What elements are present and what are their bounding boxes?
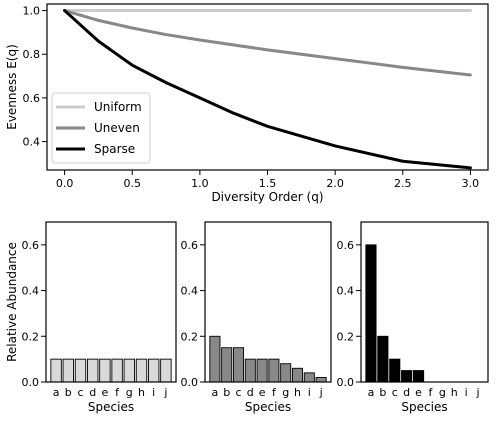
x-axis-label: Species: [245, 400, 291, 414]
bar-g: [123, 358, 135, 383]
category-label: i: [465, 386, 468, 399]
bar-b: [377, 335, 389, 383]
y-tick-label: 0.0: [181, 376, 199, 389]
bar-b: [62, 358, 74, 383]
y-tick-label: 0.2: [181, 330, 199, 343]
bar-j: [315, 376, 327, 383]
y-tick-label: 0.6: [181, 239, 199, 252]
x-axis-label: Species: [401, 400, 447, 414]
bar-g: [280, 363, 292, 383]
bar-a: [50, 358, 62, 383]
bar-d: [401, 370, 413, 383]
category-label: h: [138, 386, 145, 399]
bar-chart-frame: [360, 221, 489, 383]
bar-c: [232, 347, 245, 383]
y-tick-label: 0.4: [337, 285, 355, 298]
bar-c: [74, 358, 87, 383]
category-label: c: [235, 386, 241, 399]
bar-i: [303, 372, 315, 383]
y-tick-label: 0.0: [22, 376, 40, 389]
y-tick-label: 0.0: [337, 376, 355, 389]
x-axis-label: Diversity Order (q): [211, 190, 323, 204]
legend-box: [51, 92, 151, 164]
bar-h: [291, 367, 304, 383]
bar-f: [268, 358, 280, 383]
category-label: f: [272, 386, 277, 399]
y-tick-label: 0.6: [337, 239, 355, 252]
uniform-abundance-bar-chart: a b c d e f g h i j 0.0 0.2 0.4 0.6 Species Relative Ab…: [5, 221, 177, 414]
category-label: d: [247, 386, 254, 399]
category-label: b: [379, 386, 386, 399]
legend-label-uneven: Uneven: [94, 121, 140, 135]
y-tick-label: 1.0: [23, 5, 41, 18]
bar-a: [365, 244, 377, 383]
bar-d: [87, 358, 99, 383]
category-label: e: [259, 386, 266, 399]
y-tick-label: 0.4: [22, 285, 40, 298]
y-tick-label: 0.4: [23, 136, 41, 149]
category-label: i: [308, 386, 311, 399]
category-label: a: [368, 386, 375, 399]
uneven-abundance-bar-chart: a b c d e f g h i j 0.0 0.2 0.4 0.6 Species: [181, 221, 332, 414]
category-label: a: [212, 386, 219, 399]
legend-label-sparse: Sparse: [94, 142, 135, 156]
x-tick-label: 2.5: [394, 177, 412, 190]
bar-b: [221, 347, 233, 383]
y-tick-label: 0.6: [22, 239, 40, 252]
bar-chart-frame: [204, 221, 332, 383]
bar-e: [412, 370, 425, 383]
x-tick-label: 1.5: [259, 177, 277, 190]
category-label: i: [152, 386, 155, 399]
y-tick-label: 0.6: [23, 92, 41, 105]
category-label: d: [403, 386, 410, 399]
y-tick-label: 0.2: [337, 330, 355, 343]
category-label: e: [102, 386, 109, 399]
category-label: c: [77, 386, 83, 399]
y-axis-label: Evenness E(q): [5, 44, 19, 130]
evenness-line-chart: 0.0 0.5 1.0 1.5 2.0 2.5 3.00.40.60.81.0Diversi…: [5, 3, 489, 204]
category-label: f: [429, 386, 434, 399]
bar-h: [135, 358, 148, 383]
category-label: j: [319, 386, 323, 399]
category-label: e: [415, 386, 422, 399]
legend: Uniform Uneven Sparse: [51, 92, 151, 164]
category-label: g: [282, 386, 289, 399]
x-tick-label: 3.0: [462, 177, 480, 190]
category-label: d: [89, 386, 96, 399]
sparse-abundance-bar-chart: a b c d e f g h i j 0.0 0.2 0.4 0.6 Species: [337, 221, 489, 414]
x-tick-label: 0.5: [123, 177, 141, 190]
category-label: h: [451, 386, 458, 399]
y-tick-label: 0.8: [23, 48, 41, 61]
x-axis-label: Species: [88, 400, 134, 414]
legend-label-uniform: Uniform: [94, 100, 142, 114]
bar-d: [244, 358, 256, 383]
bar-i: [148, 358, 160, 383]
bar-j: [160, 358, 172, 383]
x-tick-label: 0.0: [56, 177, 74, 190]
series-line-uneven: [63, 9, 472, 77]
category-label: c: [392, 386, 398, 399]
y-axis-label: Relative Abundance: [5, 242, 19, 362]
bar-a: [209, 335, 221, 383]
x-tick-label: 1.0: [191, 177, 209, 190]
y-tick-label: 0.2: [22, 330, 40, 343]
category-label: b: [223, 386, 230, 399]
category-label: f: [115, 386, 120, 399]
category-label: g: [126, 386, 133, 399]
bar-e: [99, 358, 111, 383]
bar-c: [389, 358, 401, 383]
bar-f: [111, 358, 123, 383]
bar-e: [256, 358, 268, 383]
category-label: j: [163, 386, 167, 399]
y-tick-label: 0.4: [181, 285, 199, 298]
bar-chart-frame: [45, 221, 177, 383]
category-label: b: [65, 386, 72, 399]
category-label: j: [476, 386, 480, 399]
x-tick-label: 2.0: [326, 177, 344, 190]
category-label: g: [439, 386, 446, 399]
series-line-sparse: [63, 9, 472, 170]
category-label: h: [294, 386, 301, 399]
category-label: a: [53, 386, 60, 399]
